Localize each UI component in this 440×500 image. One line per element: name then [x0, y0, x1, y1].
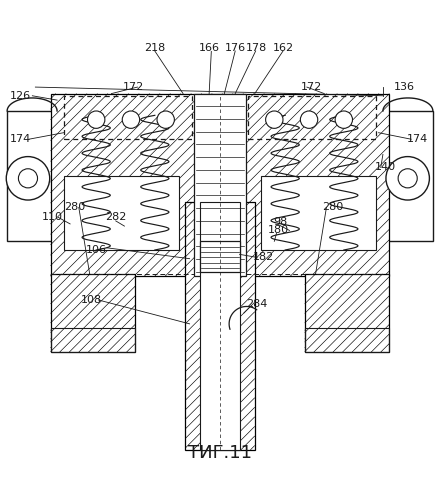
Bar	[51, 274, 135, 352]
Text: 140: 140	[374, 162, 396, 172]
Text: 280: 280	[64, 202, 85, 211]
Bar	[305, 274, 389, 352]
Circle shape	[6, 156, 50, 200]
Circle shape	[88, 111, 105, 128]
Text: 98: 98	[274, 217, 288, 227]
Bar	[200, 202, 240, 450]
Bar	[64, 96, 192, 139]
Circle shape	[18, 169, 37, 188]
Bar	[185, 202, 255, 450]
Text: 284: 284	[246, 300, 268, 310]
Text: 166: 166	[198, 43, 220, 53]
Circle shape	[266, 111, 283, 128]
Text: 174: 174	[407, 134, 428, 144]
Bar	[194, 94, 246, 276]
Circle shape	[386, 156, 429, 200]
Bar	[64, 176, 179, 250]
Text: 106: 106	[86, 245, 106, 255]
Bar	[51, 94, 389, 276]
Bar	[248, 96, 376, 139]
Text: 218: 218	[144, 43, 165, 53]
Text: 176: 176	[225, 43, 246, 53]
Bar	[383, 111, 433, 242]
Text: 136: 136	[394, 82, 415, 92]
Text: ΤИГ.11: ΤИГ.11	[188, 444, 252, 462]
Bar	[7, 111, 57, 242]
Text: 172: 172	[301, 82, 322, 92]
Bar	[200, 242, 240, 272]
Text: 108: 108	[81, 295, 103, 305]
Text: 174: 174	[10, 134, 31, 144]
Text: 282: 282	[105, 212, 126, 222]
Text: 280: 280	[323, 202, 344, 211]
Text: 162: 162	[272, 43, 293, 53]
Bar	[261, 176, 376, 250]
Text: 182: 182	[253, 252, 274, 262]
Text: 172: 172	[122, 82, 144, 92]
Circle shape	[157, 111, 174, 128]
Bar	[305, 328, 389, 352]
Text: 126: 126	[10, 91, 31, 101]
Circle shape	[301, 111, 318, 128]
Text: 178: 178	[246, 43, 268, 53]
Circle shape	[398, 169, 417, 188]
Circle shape	[335, 111, 352, 128]
Text: 180: 180	[268, 226, 289, 235]
Bar	[51, 328, 135, 352]
Text: 110: 110	[42, 212, 63, 222]
Bar	[305, 328, 389, 352]
Circle shape	[122, 111, 139, 128]
Bar	[51, 328, 135, 352]
